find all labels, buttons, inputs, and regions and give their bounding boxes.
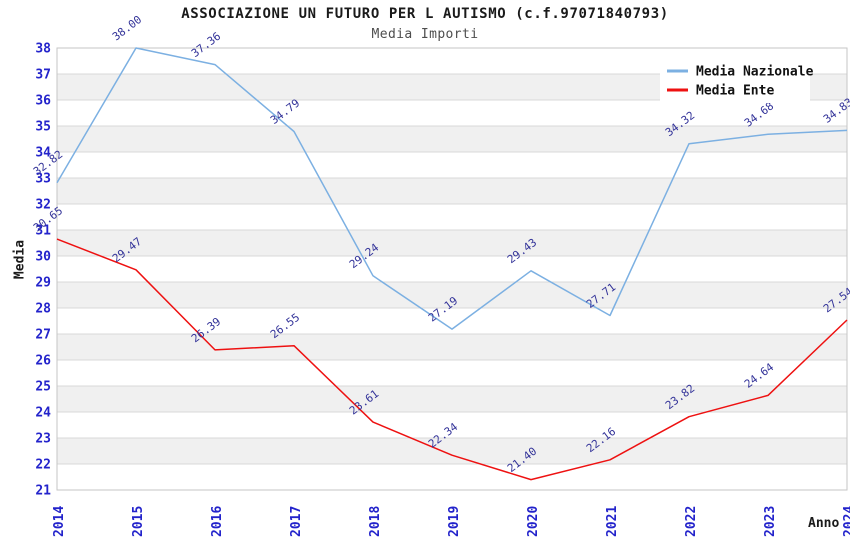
legend-label-0: Media Nazionale xyxy=(696,65,814,80)
plot-band xyxy=(57,386,847,412)
point-label: 38.00 xyxy=(110,13,144,43)
y-tick-label: 28 xyxy=(35,302,51,317)
plot-border xyxy=(56,47,848,491)
plot-band xyxy=(57,360,847,386)
y-tick-label: 36 xyxy=(35,94,51,109)
plot-band xyxy=(57,282,847,308)
x-tick-label: 2016 xyxy=(210,506,225,537)
y-tick-label: 25 xyxy=(35,380,51,395)
x-tick-label: 2018 xyxy=(368,506,383,537)
y-tick-label: 32 xyxy=(35,198,51,213)
x-tick-label: 2023 xyxy=(763,506,778,537)
y-tick-label: 38 xyxy=(35,42,51,57)
plot-band xyxy=(57,464,847,490)
y-tick-label: 26 xyxy=(35,354,51,369)
x-tick-label: 2019 xyxy=(447,506,462,537)
y-tick-label: 22 xyxy=(35,458,51,473)
x-tick-label: 2015 xyxy=(131,506,146,537)
plot-band xyxy=(57,178,847,204)
plot-band xyxy=(57,230,847,256)
plot-band xyxy=(57,308,847,334)
plot-band xyxy=(57,204,847,230)
plot-band xyxy=(57,438,847,464)
y-tick-label: 23 xyxy=(35,432,51,447)
x-tick-label: 2024 xyxy=(842,506,850,537)
y-tick-label: 24 xyxy=(35,406,51,421)
x-tick-label: 2021 xyxy=(605,506,620,537)
x-tick-label: 2020 xyxy=(526,506,541,537)
plot-band xyxy=(57,100,847,126)
y-tick-label: 33 xyxy=(35,172,51,187)
plot-band xyxy=(57,256,847,282)
legend-box xyxy=(660,56,810,103)
chart-title: ASSOCIAZIONE UN FUTURO PER L AUTISMO (c.… xyxy=(181,6,669,22)
series-line-0 xyxy=(56,47,848,330)
plot-band xyxy=(57,126,847,152)
y-tick-label: 30 xyxy=(35,250,51,265)
y-tick-label: 35 xyxy=(35,120,51,135)
x-tick-label: 2022 xyxy=(684,506,699,537)
plot-band xyxy=(57,334,847,360)
y-tick-label: 34 xyxy=(35,146,51,161)
x-tick-label: 2017 xyxy=(289,506,304,537)
legend-label-1: Media Ente xyxy=(696,84,774,99)
y-tick-label: 29 xyxy=(35,276,51,291)
x-axis-title: Anno xyxy=(808,516,840,531)
y-tick-label: 31 xyxy=(35,224,51,239)
y-tick-label: 21 xyxy=(35,484,51,499)
plot-band xyxy=(57,412,847,438)
plot-band xyxy=(57,152,847,178)
x-tick-label: 2014 xyxy=(52,506,67,537)
y-tick-label: 37 xyxy=(35,68,51,83)
y-tick-label: 27 xyxy=(35,328,51,343)
chart-subtitle: Media Importi xyxy=(371,27,479,42)
series-line-1 xyxy=(56,238,848,481)
